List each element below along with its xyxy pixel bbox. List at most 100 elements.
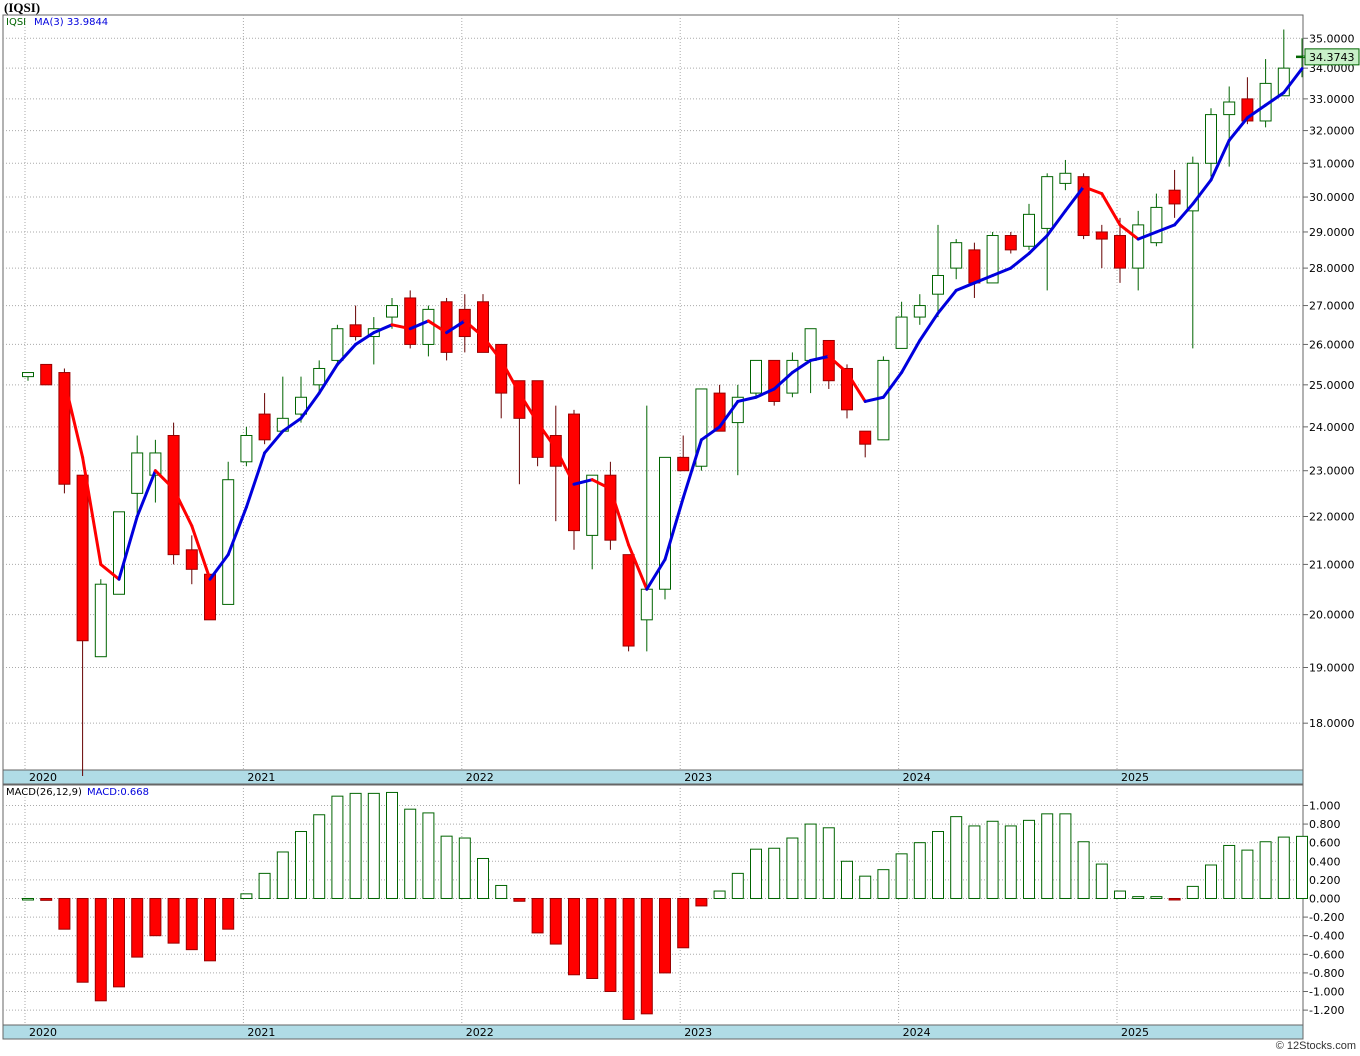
candle	[695, 388, 708, 471]
ma3-segment	[881, 371, 904, 399]
macd-bar	[950, 816, 963, 899]
candle	[1186, 156, 1199, 349]
macd-bar	[841, 860, 853, 899]
macd-tick-label: 0.600	[1309, 837, 1341, 850]
candle	[1150, 193, 1163, 247]
price-tick-label: 24.0000	[1309, 421, 1355, 434]
candle-body	[804, 328, 817, 361]
macd-bar	[495, 884, 508, 899]
ma3-segment	[244, 451, 267, 509]
macd-bar	[659, 897, 671, 974]
macd-tick-label: 0.800	[1309, 818, 1341, 831]
ma3-segment	[790, 358, 813, 375]
ma3-segment	[517, 391, 540, 425]
price-tick-label: 33.0000	[1309, 93, 1355, 106]
candle-body	[913, 305, 926, 318]
candle-body	[113, 511, 125, 595]
macd-bar	[167, 897, 180, 944]
candle-body	[986, 235, 999, 284]
candle-body	[349, 324, 362, 338]
last-price-label: 34.3743	[1309, 51, 1355, 64]
macd-tick-label: 1.000	[1309, 799, 1341, 812]
macd-tick-label: 0.000	[1309, 892, 1341, 905]
candle	[1077, 173, 1090, 240]
candle	[659, 456, 671, 600]
candle	[477, 294, 489, 353]
year-label: 2025	[1121, 771, 1149, 784]
candle-body	[1205, 114, 1217, 164]
ma3-segment	[1136, 230, 1158, 241]
macd-bar	[440, 835, 453, 899]
candle-body	[1059, 172, 1072, 184]
year-label: 2021	[247, 771, 275, 784]
macd-bar	[1077, 841, 1090, 899]
candle	[604, 461, 617, 550]
candle-body	[968, 249, 981, 284]
ma3-segment	[845, 371, 867, 403]
candle-body	[659, 456, 671, 590]
price-tick-label: 27.0000	[1309, 300, 1355, 313]
ma3-segment	[281, 416, 303, 433]
chart-title: (IQSI)	[4, 0, 41, 15]
macd-bar	[1041, 813, 1054, 899]
ma3-segment	[317, 362, 339, 395]
candle-body	[40, 363, 53, 386]
candle-body	[695, 388, 708, 467]
ma3-segment	[1173, 202, 1195, 227]
macd-bar	[913, 842, 926, 899]
ma3-segment	[1264, 91, 1286, 107]
candle-body	[877, 359, 890, 441]
macd-bar	[1259, 841, 1272, 899]
macd-bar	[1223, 844, 1236, 899]
year-label: 2020	[29, 771, 57, 784]
macd-bar	[895, 853, 908, 899]
price-tick-label: 32.0000	[1309, 125, 1355, 138]
candle	[895, 301, 908, 349]
price-tick-label: 26.0000	[1309, 338, 1355, 351]
year-label: 2022	[466, 1026, 494, 1039]
year-label: 2023	[684, 771, 712, 784]
candle-body	[1023, 213, 1035, 247]
ma3-segment	[445, 319, 467, 335]
ma3-segment	[99, 562, 121, 581]
candle-body	[568, 413, 580, 532]
ma3-segment	[663, 496, 685, 562]
ma3-segment	[772, 371, 794, 391]
candle-body	[604, 474, 617, 541]
macd-bar	[1186, 885, 1199, 899]
ma3-segment	[481, 335, 503, 362]
ma3-segment	[827, 354, 849, 375]
macd-tick-label: -0.400	[1309, 930, 1344, 943]
macd-bar	[276, 851, 289, 899]
ma3-segment	[1245, 103, 1268, 120]
macd-bar	[549, 897, 562, 945]
macd-bar	[1205, 864, 1217, 899]
ma3-segment	[62, 379, 85, 459]
candle-body	[240, 434, 253, 463]
price-tick-label: 34.0000	[1309, 62, 1355, 75]
price-tick-label: 18.0000	[1309, 717, 1355, 730]
candle-body	[932, 274, 944, 295]
macd-bar	[750, 848, 762, 899]
macd-bar	[804, 823, 817, 899]
ma3-segment	[1100, 192, 1122, 227]
macd-bar	[1023, 819, 1035, 899]
macd-bar	[58, 897, 71, 930]
candle-body	[1223, 101, 1236, 116]
year-label: 2025	[1121, 1026, 1149, 1039]
year-label: 2024	[903, 1026, 931, 1039]
macd-bar	[513, 897, 526, 902]
ma3-segment	[554, 447, 576, 486]
macd-bar	[1095, 863, 1108, 899]
macd-bar	[1114, 890, 1126, 899]
ma3-segment	[190, 524, 212, 581]
legend-ma3: MA(3) 33.9844	[34, 17, 108, 28]
candle	[1114, 217, 1126, 283]
candle	[22, 372, 34, 381]
macd-legend-label: MACD(26,12,9)	[6, 787, 82, 798]
macd-bar	[258, 872, 271, 899]
ma3-segment	[536, 421, 558, 451]
price-tick-label: 35.0000	[1309, 32, 1355, 45]
macd-bar	[349, 792, 362, 899]
candle	[586, 474, 599, 570]
